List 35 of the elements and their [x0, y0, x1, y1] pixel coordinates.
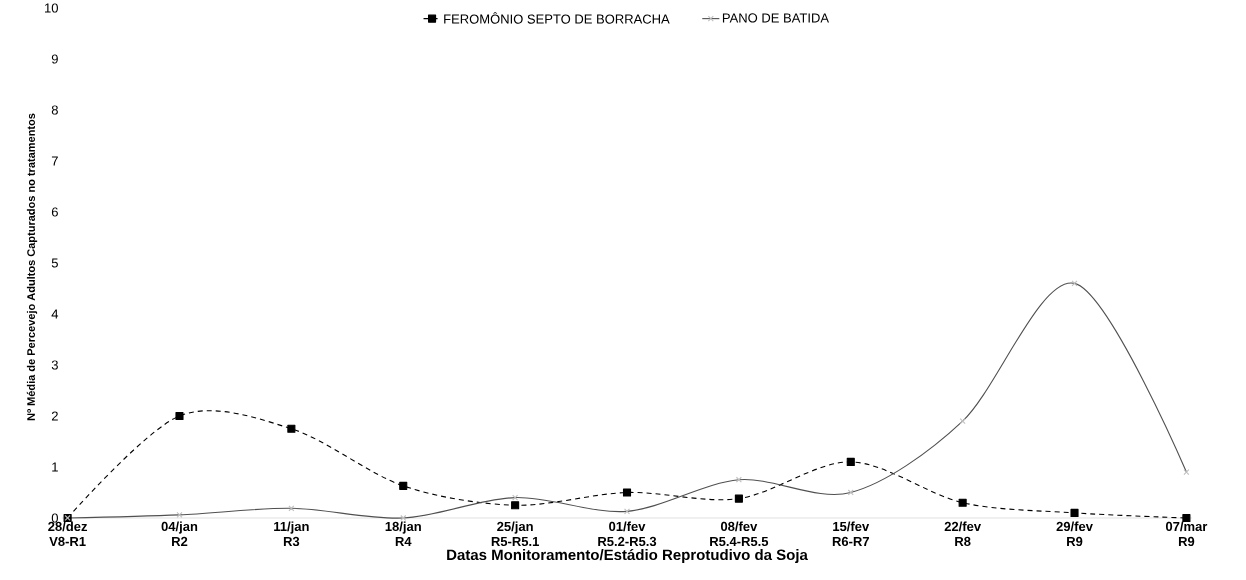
y-tick-label: 7 [51, 156, 58, 166]
x-tick-label: 28/dez V8-R1 [48, 521, 88, 547]
x-tick-label: 22/fev R8 [944, 521, 982, 547]
point [958, 498, 967, 507]
y-tick-label: 10 [45, 3, 58, 13]
x-tick-label: 08/fev R5.4-R5.5 [710, 521, 769, 547]
x-tick-label: 07/mar R9 [1165, 521, 1208, 547]
legend-label: FEROMÔNIO SEPTO DE BORRACHA [444, 12, 670, 24]
y-tick-label: 4 [51, 309, 59, 319]
y-axis-title: Nº Média de Percevejo Adultos Capturados no tratamentos [26, 113, 38, 421]
point [511, 501, 520, 510]
y-tick-label: 0 [51, 513, 58, 523]
y-tick-label: 3 [51, 360, 58, 370]
x-tick-label: 01/fev R5.2-R5.3 [598, 521, 657, 547]
point [175, 411, 184, 421]
x-tick-label: 18/jan R4 [385, 521, 421, 546]
point [287, 424, 296, 433]
y-tick-label: 9 [51, 54, 58, 64]
point [734, 494, 743, 503]
y-tick-label: 8 [51, 105, 58, 115]
x-tick-label: 04/jan R2 [161, 521, 198, 546]
point [846, 457, 855, 466]
x-axis-title: Datas Monitoramento/Estádio Reprotudivo da Soja [447, 548, 808, 564]
point [1070, 508, 1079, 517]
x-tick-label: 11/jan R3 [274, 521, 309, 547]
y-tick-label: 1 [52, 462, 58, 472]
legend-label: PANO DE BATIDA [722, 13, 830, 23]
y-tick-label: 2 [51, 411, 58, 421]
y-tick-label: 5 [51, 258, 58, 268]
x-tick-label: 15/fev R6-R7 [832, 521, 870, 547]
point [622, 488, 632, 497]
y-tick-label: 6 [51, 207, 58, 217]
point [399, 481, 408, 490]
x-tick-label: 29/fev R9 [1056, 521, 1093, 547]
x-tick-label: 25/jan R5-R5.1 [491, 521, 539, 547]
